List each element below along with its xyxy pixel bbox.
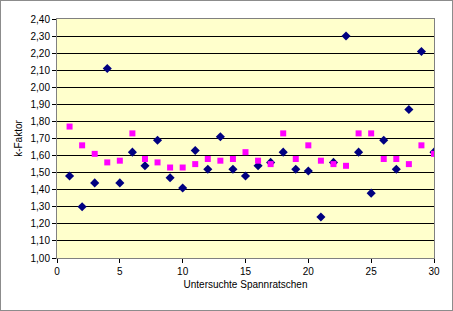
svg-text:25: 25 [366,266,378,277]
svg-text:2,10: 2,10 [31,65,51,76]
svg-text:1,40: 1,40 [31,184,51,195]
svg-text:1,90: 1,90 [31,99,51,110]
svg-text:15: 15 [240,266,252,277]
svg-text:1,50: 1,50 [31,167,51,178]
svg-text:0: 0 [54,266,60,277]
svg-text:10: 10 [177,266,189,277]
svg-text:30: 30 [428,266,440,277]
svg-text:1,00: 1,00 [31,253,51,264]
svg-text:1,10: 1,10 [31,235,51,246]
svg-text:Untersuchte Spannratschen: Untersuchte Spannratschen [184,279,308,290]
svg-text:1,60: 1,60 [31,150,51,161]
svg-text:5: 5 [117,266,123,277]
svg-text:1,80: 1,80 [31,116,51,127]
svg-text:1,20: 1,20 [31,218,51,229]
svg-text:2,40: 2,40 [31,14,51,25]
svg-text:k-Faktor: k-Faktor [13,119,24,156]
svg-text:1,70: 1,70 [31,133,51,144]
svg-text:2,30: 2,30 [31,31,51,42]
svg-text:2,00: 2,00 [31,82,51,93]
svg-text:1,30: 1,30 [31,201,51,212]
svg-text:20: 20 [303,266,315,277]
svg-text:2,20: 2,20 [31,48,51,59]
